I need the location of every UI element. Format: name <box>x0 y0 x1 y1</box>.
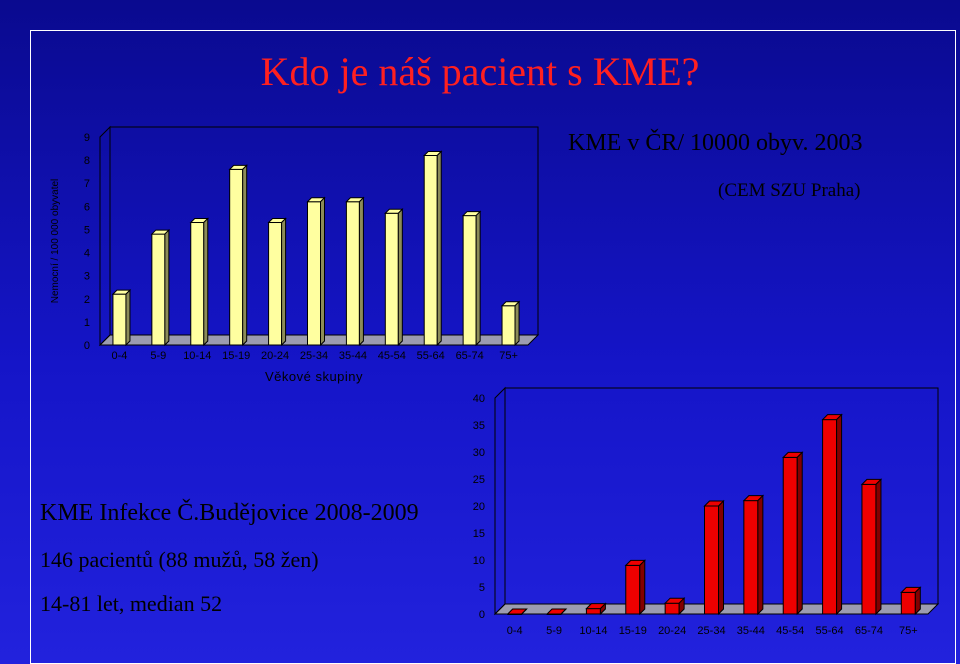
bar-side <box>242 164 248 347</box>
age-range-text: 14-81 let, median 52 <box>40 591 223 616</box>
x-tick-label: 65-74 <box>456 350 484 362</box>
y-tick-label: 5 <box>84 224 90 236</box>
bar <box>822 419 838 615</box>
bar <box>585 608 601 615</box>
bar <box>782 456 798 615</box>
y-tick-label: 15 <box>473 528 485 540</box>
bar <box>625 564 641 615</box>
bar <box>704 505 719 615</box>
x-tick-label: 55-64 <box>816 625 844 637</box>
bar-side <box>521 608 528 615</box>
x-tick-label: 15-19 <box>619 625 647 637</box>
x-tick-label: 20-24 <box>261 350 289 362</box>
y-tick-label: 8 <box>84 155 90 167</box>
bar-side <box>125 288 131 347</box>
y-tick-label: 30 <box>473 447 485 459</box>
x-tick-label: 10-14 <box>183 350 211 362</box>
regional-study-heading: KME Infekce Č.Budějovice 2008-2009 <box>40 500 419 526</box>
y-tick-label: 1 <box>84 317 90 329</box>
national-chart-caption: KME v ČR/ 10000 obyv. 2003 <box>568 130 863 156</box>
bar-side <box>875 478 882 616</box>
x-tick-label: 20-24 <box>658 625 686 637</box>
bar <box>900 591 916 615</box>
y-tick-label: 10 <box>473 555 485 567</box>
bar-side <box>320 196 325 347</box>
x-tick-label: 25-34 <box>300 350 328 362</box>
patient-count-text: 146 pacientů (88 mužů, 58 žen) <box>40 547 319 572</box>
y-tick-label: 20 <box>473 501 485 513</box>
x-tick-label: 65-74 <box>855 625 883 637</box>
x-tick-label: 45-54 <box>776 625 804 637</box>
x-tick-label: 0-4 <box>507 625 523 637</box>
x-tick-label: 5-9 <box>546 625 562 637</box>
bar-side <box>718 499 724 616</box>
bar-side <box>796 451 803 616</box>
bar-side <box>678 596 685 616</box>
x-tick-label: 75+ <box>499 350 518 362</box>
x-tick-label: 35-44 <box>339 350 367 362</box>
y-tick-label: 0 <box>479 609 485 621</box>
y-tick-label: 0 <box>84 340 90 352</box>
bar-side <box>639 559 646 616</box>
bar-side <box>599 602 606 616</box>
bar-side <box>475 210 481 347</box>
y-tick-label: 2 <box>84 294 90 306</box>
x-tick-label: 5-9 <box>150 350 166 362</box>
bar-side <box>164 228 170 347</box>
bar <box>664 602 680 615</box>
x-tick-label: 75+ <box>899 625 918 637</box>
x-tick-label: 35-44 <box>737 625 765 637</box>
x-tick-label: 10-14 <box>579 625 607 637</box>
bar-side <box>560 608 567 615</box>
bar-side <box>514 300 520 347</box>
bar-side <box>203 217 209 347</box>
y-tick-label: 7 <box>84 178 90 190</box>
slide-title: Kdo je náš pacient s KME? <box>260 49 700 94</box>
bar <box>743 500 759 615</box>
y-tick-label: 35 <box>473 420 485 432</box>
x-tick-label: 25-34 <box>697 625 725 637</box>
y-tick-label: 40 <box>473 393 485 405</box>
plot-side-wall <box>494 386 506 616</box>
y-tick-label: 9 <box>84 132 90 144</box>
y-tick-label: 4 <box>84 248 90 260</box>
y-tick-label: 5 <box>479 582 485 594</box>
x-tick-label: 15-19 <box>222 350 250 362</box>
bar-side <box>836 413 843 616</box>
bar-side <box>358 196 364 347</box>
bar-side <box>914 586 921 616</box>
bar-side <box>757 494 764 616</box>
y-axis-title: Nemocní / 100 000 obyvatel <box>50 179 61 304</box>
bar-side <box>397 208 403 347</box>
x-tick-label: 55-64 <box>417 350 445 362</box>
plot-side-wall <box>99 125 111 347</box>
bar <box>861 483 877 615</box>
y-tick-label: 25 <box>473 474 485 486</box>
y-tick-label: 3 <box>84 271 90 283</box>
x-axis-title: Věkové skupiny <box>265 369 363 384</box>
bar-side <box>281 217 287 347</box>
national-chart-source: (CEM SZU Praha) <box>718 180 861 201</box>
x-tick-label: 0-4 <box>112 350 128 362</box>
bar-side <box>436 150 442 347</box>
y-tick-label: 6 <box>84 201 90 213</box>
x-tick-label: 45-54 <box>378 350 406 362</box>
